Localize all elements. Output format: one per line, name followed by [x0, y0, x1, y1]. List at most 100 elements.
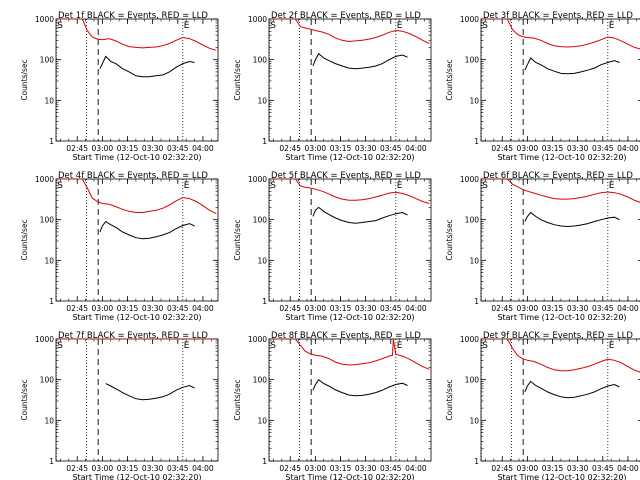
x-tick-label: 03:15 [117, 304, 139, 313]
events-series-line [524, 380, 620, 399]
y-tick-label: 10 [257, 416, 267, 425]
x-tick-label: 03:45 [592, 464, 614, 473]
y-tick-label: 1 [474, 457, 479, 466]
y-axis-label: Counts/sec [445, 219, 454, 260]
x-tick-label: 02:45 [66, 144, 88, 153]
x-tick-label: 02:45 [491, 144, 513, 153]
y-tick-label: 10 [257, 256, 267, 265]
lld-series-line [481, 339, 640, 373]
chart-title: Det 4f BLACK = Events, RED = LLD [58, 171, 208, 181]
end-marker: E [397, 341, 403, 351]
chart-panel: Det 8f BLACK = Events, RED = LLD 1 10 100 10… [233, 331, 432, 480]
end-marker: E [397, 21, 403, 31]
y-axis-label: Counts/sec [233, 59, 242, 100]
y-tick-label: 100 [465, 56, 480, 65]
plot-frame [268, 338, 432, 462]
y-tick-label: 1000 [248, 175, 267, 184]
y-tick-label: 1 [49, 137, 54, 146]
chart-title: Det 7f BLACK = Events, RED = LLD [58, 331, 208, 341]
start-marker: S [482, 341, 488, 351]
events-series-line [105, 383, 195, 401]
x-tick-label: 02:45 [279, 464, 301, 473]
x-axis-label: Start Time (12-Oct-10 02:32:20) [497, 473, 626, 480]
y-axis-label: Counts/sec [20, 379, 29, 420]
chart-panel: Det 2f BLACK = Events, RED = LLD 1 10 100 10… [233, 11, 432, 162]
lld-series-line [56, 19, 217, 51]
y-tick-label: 10 [257, 96, 267, 105]
lld-series-line [269, 19, 430, 44]
x-axis-label: Start Time (12-Oct-10 02:32:20) [285, 473, 414, 480]
x-tick-label: 04:00 [405, 144, 427, 153]
y-axis-label: Counts/sec [20, 219, 29, 260]
y-tick-label: 10 [469, 96, 479, 105]
x-tick-label: 03:00 [305, 464, 327, 473]
x-tick-label: 03:15 [330, 304, 352, 313]
events-series-line [312, 52, 408, 70]
end-marker: E [609, 21, 615, 31]
y-axis-label: Counts/sec [233, 379, 242, 420]
x-tick-label: 03:00 [305, 304, 327, 313]
x-tick-label: 03:15 [330, 144, 352, 153]
plot-frame [480, 18, 640, 142]
end-marker: E [184, 341, 190, 351]
y-tick-label: 100 [40, 216, 55, 225]
end-marker: E [184, 21, 190, 31]
x-tick-label: 03:30 [142, 464, 164, 473]
start-marker: S [270, 341, 276, 351]
y-tick-label: 1 [262, 297, 267, 306]
x-tick-label: 03:00 [517, 304, 539, 313]
x-tick-label: 03:30 [567, 304, 589, 313]
lld-series-line [481, 179, 640, 203]
x-tick-label: 03:45 [380, 464, 402, 473]
end-marker: E [397, 181, 403, 191]
x-axis-label: Start Time (12-Oct-10 02:32:20) [497, 313, 626, 322]
x-tick-label: 03:30 [567, 464, 589, 473]
y-tick-label: 1000 [248, 15, 267, 24]
y-axis-label: Counts/sec [20, 59, 29, 100]
events-series-line [312, 378, 408, 397]
y-tick-label: 1000 [460, 15, 479, 24]
lld-series-line [269, 339, 430, 370]
x-axis-label: Start Time (12-Oct-10 02:32:20) [285, 153, 414, 162]
x-tick-label: 03:15 [117, 464, 139, 473]
plot-frame [55, 178, 219, 302]
x-tick-label: 03:45 [592, 304, 614, 313]
x-tick-label: 03:30 [142, 144, 164, 153]
y-axis-label: Counts/sec [445, 379, 454, 420]
chart-title: Det 3f BLACK = Events, RED = LLD [483, 11, 633, 21]
y-axis-label: Counts/sec [233, 219, 242, 260]
y-tick-label: 10 [469, 416, 479, 425]
chart-panel: Det 7f BLACK = Events, RED = LLD 1 10 100 10… [20, 331, 219, 480]
y-tick-label: 1000 [248, 335, 267, 344]
x-tick-label: 03:00 [305, 144, 327, 153]
plot-frame [55, 338, 219, 462]
y-tick-label: 1 [262, 457, 267, 466]
chart-title: Det 2f BLACK = Events, RED = LLD [271, 11, 421, 21]
y-tick-label: 100 [253, 216, 268, 225]
plot-frame [480, 338, 640, 462]
chart-panel: Det 3f BLACK = Events, RED = LLD 1 10 100 10… [445, 11, 640, 162]
lld-series-line [269, 179, 430, 204]
end-marker: E [609, 341, 615, 351]
y-tick-label: 1000 [35, 15, 54, 24]
events-series-line [99, 55, 195, 78]
x-tick-label: 03:15 [330, 464, 352, 473]
x-tick-label: 04:00 [617, 304, 639, 313]
start-marker: S [57, 181, 63, 191]
events-series-line [524, 211, 620, 228]
y-tick-label: 10 [44, 416, 54, 425]
x-tick-label: 03:45 [592, 144, 614, 153]
events-series-line [99, 220, 195, 240]
start-marker: S [482, 21, 488, 31]
x-tick-label: 02:45 [66, 464, 88, 473]
x-tick-label: 04:00 [617, 464, 639, 473]
x-tick-label: 04:00 [405, 304, 427, 313]
x-axis-label: Start Time (12-Oct-10 02:32:20) [72, 313, 201, 322]
x-tick-label: 02:45 [491, 304, 513, 313]
x-tick-label: 03:15 [117, 144, 139, 153]
x-tick-label: 03:00 [92, 304, 114, 313]
chart-title: Det 8f BLACK = Events, RED = LLD [271, 331, 421, 341]
x-axis-label: Start Time (12-Oct-10 02:32:20) [285, 313, 414, 322]
x-tick-label: 03:30 [355, 144, 377, 153]
